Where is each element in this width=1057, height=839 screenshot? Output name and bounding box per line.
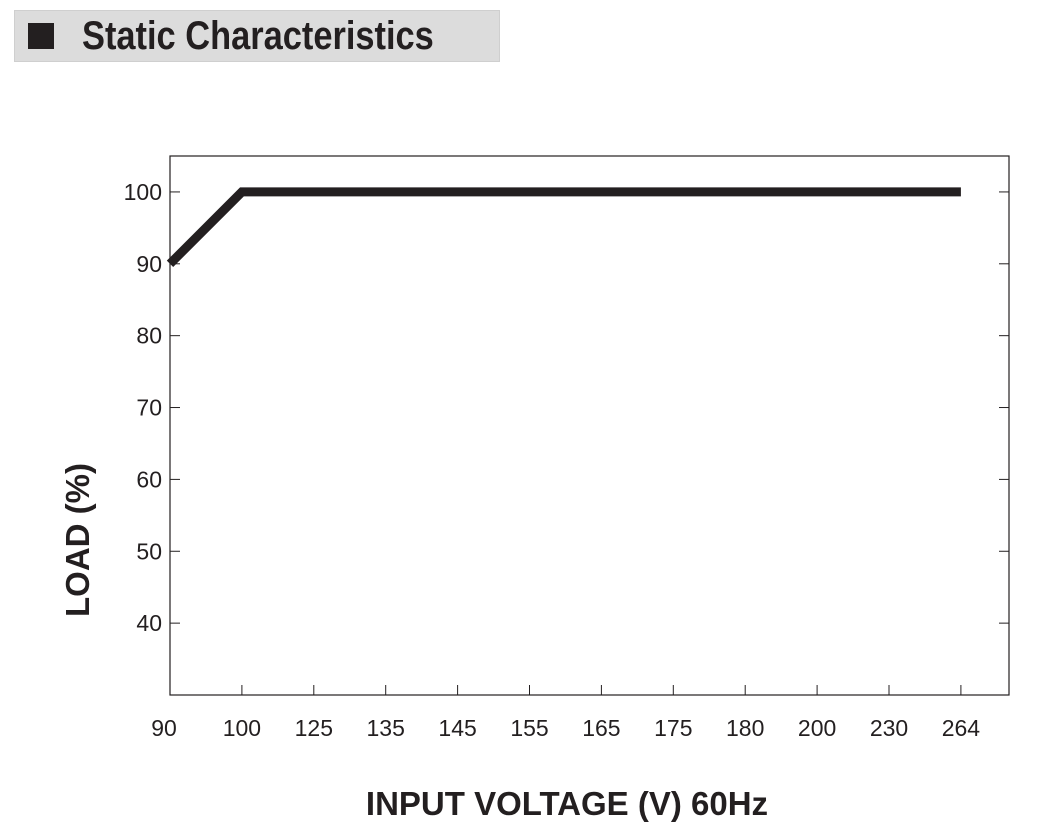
x-tick-label: 155 — [510, 715, 548, 741]
x-tick-label: 165 — [582, 715, 620, 741]
y-tick-label: 60 — [136, 466, 162, 492]
x-tick-label: 145 — [438, 715, 476, 741]
x-tick-label: 90 — [151, 715, 177, 741]
section-header: Static Characteristics — [14, 10, 500, 62]
series-line — [166, 187, 961, 267]
plot-frame — [169, 155, 1010, 696]
y-tick-label: 90 — [136, 251, 162, 277]
x-tick-label: 200 — [798, 715, 836, 741]
y-axis-title: LOAD (%) — [59, 463, 96, 617]
x-tick-label: 230 — [870, 715, 908, 741]
x-tick-label: 125 — [295, 715, 333, 741]
x-tick-label: 264 — [942, 715, 981, 741]
x-axis-title: INPUT VOLTAGE (V) 60Hz — [366, 785, 768, 822]
y-tick-label: 100 — [124, 179, 162, 205]
x-axis: 90 100 125 135 145 155 165 175 180 200 230 264 — [151, 685, 980, 741]
section-title: Static Characteristics — [82, 13, 434, 58]
header-square-icon — [28, 23, 54, 49]
y-tick-label: 70 — [136, 395, 162, 421]
x-tick-label: 175 — [654, 715, 692, 741]
x-tick-label: 135 — [367, 715, 405, 741]
y-tick-label: 40 — [136, 610, 162, 636]
y-axis: 40 50 60 70 80 90 100 — [124, 179, 1009, 636]
series-layer — [166, 187, 961, 267]
y-tick-label: 80 — [136, 323, 162, 349]
y-tick-label: 50 — [136, 538, 162, 564]
x-tick-label: 100 — [223, 715, 261, 741]
x-tick-label: 180 — [726, 715, 764, 741]
